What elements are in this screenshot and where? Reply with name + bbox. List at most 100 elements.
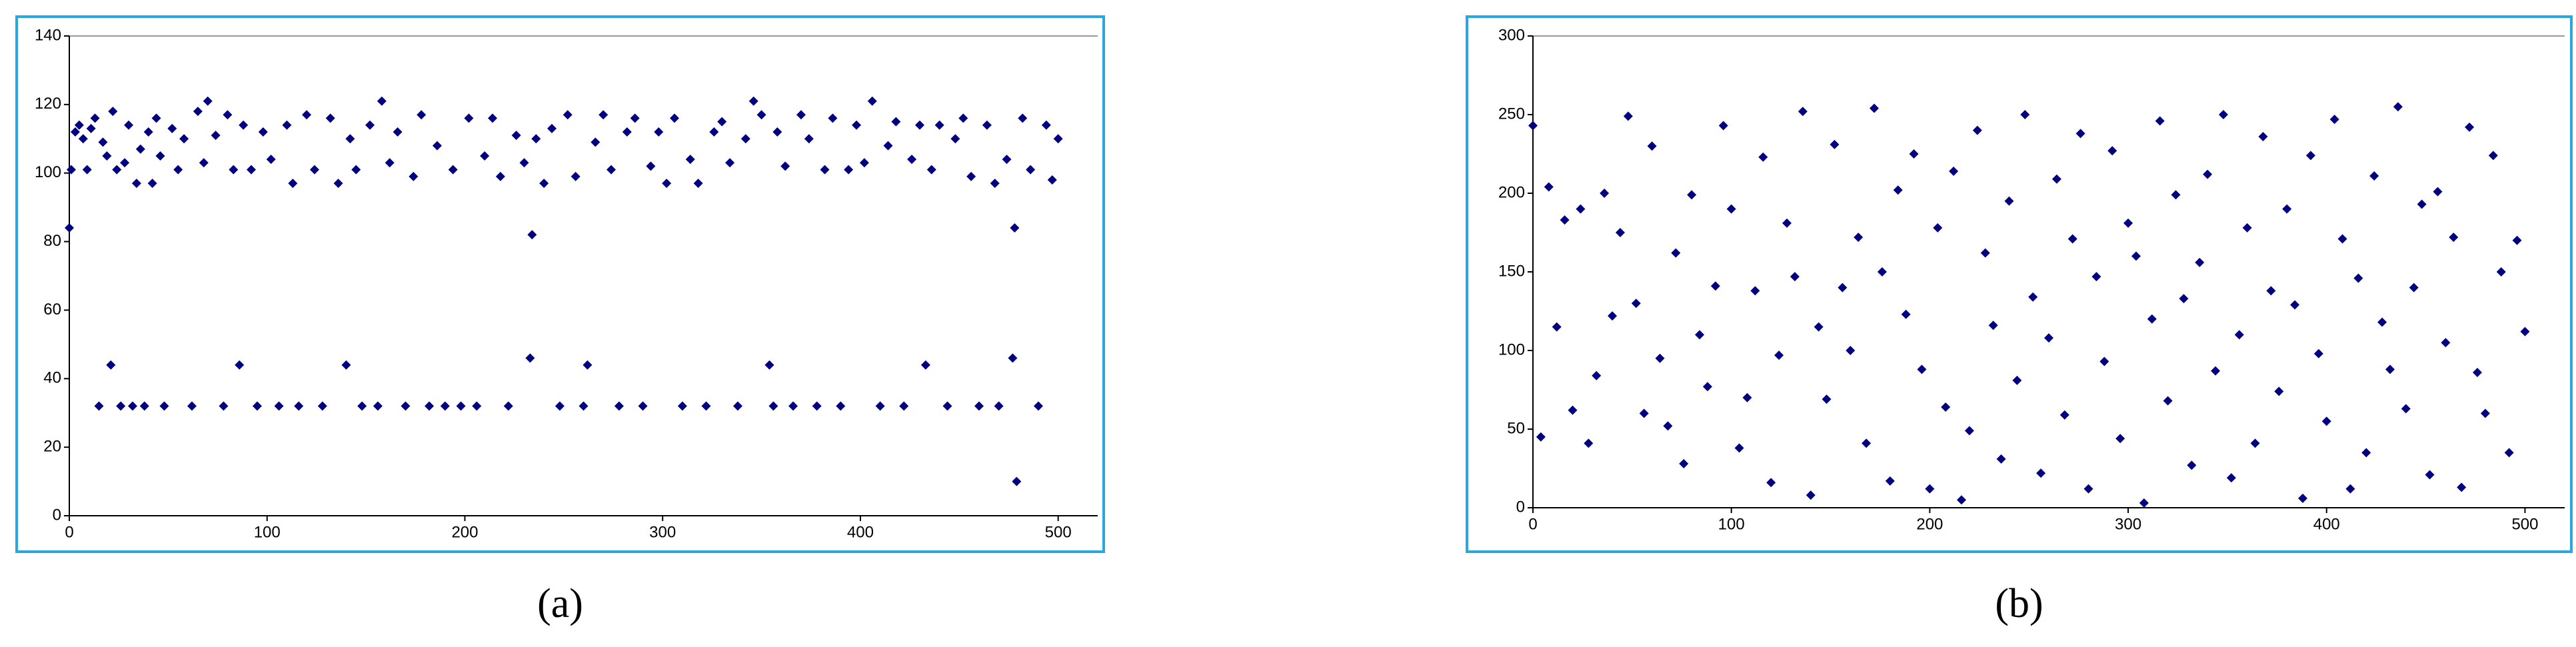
point (1608, 311, 1618, 321)
point (583, 360, 593, 370)
point (1885, 476, 1895, 486)
point (525, 353, 535, 363)
point (90, 113, 100, 123)
point (2488, 151, 2498, 161)
point (2020, 110, 2030, 119)
point (159, 401, 169, 411)
point (1012, 476, 1022, 486)
point (448, 165, 458, 175)
point (844, 165, 854, 175)
point (1718, 121, 1728, 131)
point (317, 401, 327, 411)
point (725, 158, 735, 168)
point (1980, 248, 1990, 258)
point (1047, 175, 1057, 185)
point (2012, 375, 2022, 385)
point (266, 155, 276, 165)
point (1026, 165, 1036, 175)
point (86, 123, 96, 133)
point (780, 161, 790, 171)
chart-frame (15, 15, 1105, 553)
point (2393, 102, 2403, 112)
point (1766, 478, 1776, 488)
point (1528, 121, 1538, 131)
point (2203, 169, 2213, 179)
point (2107, 146, 2117, 156)
point (2131, 251, 2141, 261)
point (1949, 166, 1959, 176)
point (167, 123, 177, 133)
x-tick-label: 300 (2115, 515, 2141, 533)
point (891, 117, 901, 127)
y-tick-label: 120 (35, 95, 61, 113)
point (124, 120, 134, 130)
point (1972, 125, 1982, 135)
point (2195, 257, 2205, 267)
point (1592, 370, 1602, 380)
point (1941, 402, 1951, 412)
point (2321, 416, 2331, 426)
y-tick-label: 40 (43, 369, 61, 387)
caption: (b) (1995, 581, 2043, 626)
point (1568, 405, 1578, 415)
point (116, 401, 126, 411)
point (333, 179, 343, 189)
point (229, 165, 239, 175)
point (1041, 120, 1051, 130)
point (772, 127, 782, 137)
point (1726, 204, 1736, 214)
point (102, 151, 112, 161)
point (108, 107, 118, 117)
point (966, 171, 976, 181)
point (288, 179, 298, 189)
point (1996, 454, 2006, 464)
point (1544, 182, 1554, 192)
point (309, 165, 319, 175)
point (1870, 103, 1880, 113)
point (1964, 426, 1974, 436)
point (1933, 223, 1943, 233)
point (1710, 281, 1720, 291)
point (1750, 286, 1760, 296)
point (1830, 139, 1840, 149)
point (2067, 234, 2077, 244)
point (2377, 317, 2387, 327)
point (1925, 484, 1935, 494)
point (859, 158, 869, 168)
point (828, 113, 838, 123)
point (555, 401, 565, 411)
point (1033, 401, 1043, 411)
point (1536, 432, 1546, 442)
point (1002, 155, 1012, 165)
point (2282, 204, 2292, 214)
point (1988, 321, 1998, 330)
point (2329, 115, 2339, 125)
point (2417, 199, 2427, 209)
x-tick-label: 0 (65, 523, 73, 541)
point (409, 171, 419, 181)
point (1774, 350, 1784, 360)
x-tick-label: 100 (1718, 515, 1745, 533)
point (867, 96, 877, 106)
point (974, 401, 984, 411)
x-tick-label: 100 (254, 523, 281, 541)
point (1822, 394, 1832, 404)
chart-frame (1466, 15, 2573, 553)
point (78, 134, 88, 144)
point (480, 151, 490, 161)
point (920, 360, 930, 370)
point (143, 127, 153, 137)
point (2044, 333, 2053, 343)
point (2171, 190, 2181, 200)
point (511, 131, 521, 141)
y-tick-label: 60 (43, 301, 61, 319)
point (2345, 484, 2355, 494)
point (1702, 382, 1712, 392)
point (1893, 185, 1903, 195)
point (2099, 356, 2109, 366)
point (669, 113, 679, 123)
point (2369, 171, 2379, 181)
point (223, 110, 233, 120)
point (2504, 448, 2514, 458)
point (934, 120, 944, 130)
